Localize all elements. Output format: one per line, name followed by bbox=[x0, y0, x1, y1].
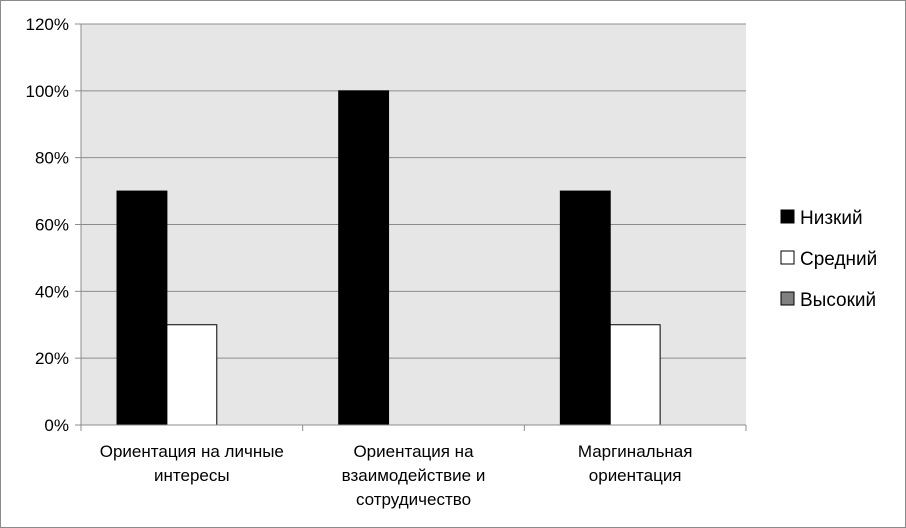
legend-label: Высокий bbox=[800, 290, 876, 311]
legend-swatch bbox=[780, 291, 795, 306]
x-category-label: Маргинальная ориентация bbox=[578, 442, 693, 485]
bar-Низкий bbox=[338, 90, 390, 426]
y-tick-label: 60% bbox=[35, 216, 69, 235]
y-tick-label: 80% bbox=[35, 149, 69, 168]
bar-Низкий bbox=[116, 190, 168, 426]
y-tick-label: 0% bbox=[44, 416, 69, 435]
bar-Низкий bbox=[559, 190, 611, 426]
y-tick-label: 100% bbox=[26, 82, 69, 101]
y-tick-label: 120% bbox=[26, 15, 69, 34]
legend-label: Низкий bbox=[800, 208, 863, 229]
legend-swatch bbox=[780, 250, 795, 265]
y-tick-label: 40% bbox=[35, 282, 69, 301]
bar-Средний bbox=[166, 324, 218, 426]
y-tick-label: 20% bbox=[35, 349, 69, 368]
x-category-label: Ориентация на личные интересы bbox=[100, 442, 284, 485]
x-category-label: Ориентация на взаимодействие и сотрудичест… bbox=[342, 442, 486, 509]
legend-swatch bbox=[780, 209, 795, 224]
bar-Средний bbox=[609, 324, 661, 426]
legend-label: Средний bbox=[800, 249, 877, 270]
